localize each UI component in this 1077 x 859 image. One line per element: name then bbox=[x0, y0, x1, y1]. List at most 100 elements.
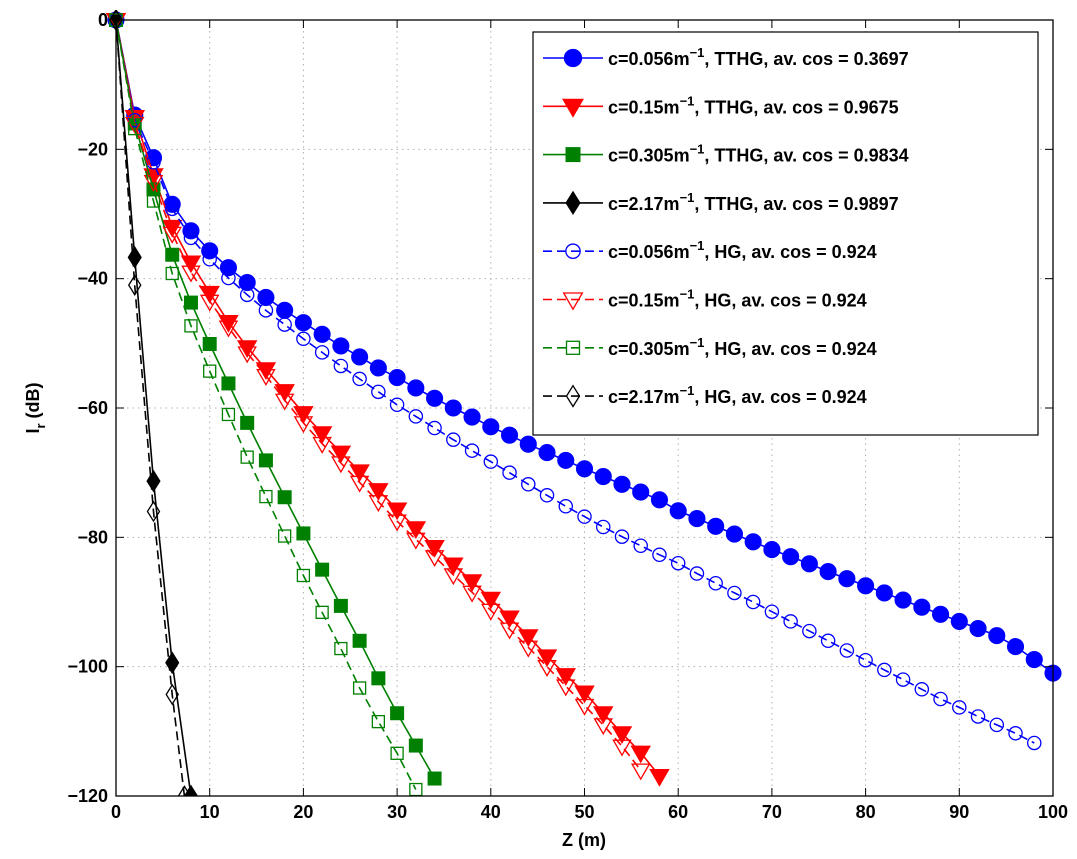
data-point bbox=[613, 475, 631, 493]
data-point bbox=[334, 641, 348, 656]
data-point bbox=[256, 369, 276, 386]
data-point bbox=[482, 418, 500, 436]
data-point bbox=[446, 432, 461, 447]
data-point bbox=[970, 709, 986, 724]
data-point bbox=[614, 529, 630, 544]
data-point bbox=[352, 371, 367, 387]
legend-label: c=0.056m−1, HG, av. cos = 0.924 bbox=[608, 238, 877, 262]
data-point bbox=[128, 121, 142, 136]
data-point bbox=[462, 585, 482, 603]
series-layer bbox=[106, 10, 1062, 796]
data-point bbox=[165, 683, 179, 706]
data-point bbox=[782, 548, 800, 566]
data-point bbox=[181, 265, 201, 283]
data-point bbox=[443, 568, 464, 586]
data-point bbox=[371, 384, 386, 400]
data-point bbox=[895, 672, 911, 687]
data-point bbox=[819, 563, 837, 581]
data-point bbox=[577, 509, 592, 524]
data-point bbox=[143, 175, 164, 192]
data-point bbox=[240, 450, 254, 464]
data-point bbox=[612, 739, 632, 757]
data-point bbox=[558, 499, 574, 514]
data-point bbox=[595, 519, 611, 535]
axis-ticks: 0 10 20 30 40 50 60 70 80 90 100 0 −20 −40 −60 −80 −100 −… bbox=[67, 10, 1068, 822]
y-tick-label: −80 bbox=[77, 527, 108, 547]
data-point bbox=[500, 426, 519, 444]
x-tick-label: 10 bbox=[200, 802, 220, 822]
data-point bbox=[688, 510, 706, 528]
data-point bbox=[557, 451, 575, 469]
data-point bbox=[707, 517, 725, 535]
data-point bbox=[331, 456, 351, 474]
data-point bbox=[164, 201, 180, 217]
data-point bbox=[124, 116, 145, 134]
series-line bbox=[115, 19, 186, 796]
data-point bbox=[333, 358, 349, 374]
data-point bbox=[315, 562, 330, 577]
data-point bbox=[689, 566, 705, 581]
data-point bbox=[387, 514, 407, 532]
data-point bbox=[258, 303, 274, 318]
data-point bbox=[405, 521, 427, 540]
data-point bbox=[277, 490, 292, 505]
data-point bbox=[127, 245, 142, 269]
data-point bbox=[464, 443, 480, 458]
data-point bbox=[969, 619, 987, 638]
data-point bbox=[649, 768, 670, 787]
data-point bbox=[183, 295, 198, 310]
data-point bbox=[427, 771, 442, 786]
legend-item: c=2.17m−1, TTHG, av. cos = 0.9897 bbox=[543, 190, 899, 216]
data-point bbox=[875, 584, 893, 602]
data-point bbox=[408, 738, 423, 753]
x-tick-label: 0 bbox=[111, 802, 121, 822]
data-point bbox=[480, 591, 502, 610]
legend-label: c=2.17m−1, HG, av. cos = 0.924 bbox=[608, 383, 867, 407]
legend-label: c=0.305m−1, TTHG, av. cos = 0.9834 bbox=[608, 142, 909, 166]
x-tick-label: 30 bbox=[387, 802, 407, 822]
series-line bbox=[115, 19, 1035, 744]
y-axis-label: Ir (dB) bbox=[23, 382, 48, 433]
data-point bbox=[146, 469, 161, 493]
y-axis-label-unit: (dB) bbox=[23, 382, 43, 423]
data-point bbox=[199, 285, 220, 304]
data-point bbox=[838, 570, 856, 588]
data-point bbox=[669, 502, 687, 520]
data-point bbox=[727, 585, 742, 601]
y-tick-label: −100 bbox=[67, 657, 108, 677]
data-point bbox=[311, 426, 333, 444]
data-point bbox=[183, 784, 199, 796]
data-point bbox=[349, 475, 370, 493]
data-point bbox=[237, 346, 257, 364]
data-point bbox=[499, 610, 520, 629]
data-point bbox=[165, 266, 179, 281]
series-7 bbox=[109, 13, 423, 796]
legend-label: c=0.056m−1, TTHG, av. cos = 0.3697 bbox=[608, 45, 909, 69]
x-tick-label: 50 bbox=[574, 802, 594, 822]
legend: c=0.056m−1, TTHG, av. cos = 0.3697 c=0.15… bbox=[532, 31, 1039, 436]
data-point bbox=[650, 491, 669, 509]
data-point bbox=[630, 745, 651, 764]
data-point bbox=[352, 633, 367, 648]
data-point bbox=[424, 550, 445, 568]
data-point bbox=[259, 489, 273, 504]
data-point bbox=[593, 718, 614, 736]
x-tick-label: 100 bbox=[1038, 802, 1068, 822]
series-2 bbox=[106, 13, 670, 787]
y-axis-label-subscript: r bbox=[33, 423, 48, 428]
data-point bbox=[914, 682, 930, 697]
data-point bbox=[562, 292, 584, 311]
data-point bbox=[499, 622, 520, 640]
data-point bbox=[313, 325, 331, 343]
data-point bbox=[877, 662, 892, 678]
data-point bbox=[593, 706, 614, 724]
data-point bbox=[483, 454, 499, 469]
x-tick-label: 60 bbox=[668, 802, 688, 822]
data-point bbox=[1025, 650, 1043, 669]
y-tick-label: −60 bbox=[77, 398, 108, 418]
data-point bbox=[463, 408, 481, 426]
data-point bbox=[952, 700, 967, 715]
data-point bbox=[202, 336, 217, 351]
data-point bbox=[1027, 735, 1042, 751]
